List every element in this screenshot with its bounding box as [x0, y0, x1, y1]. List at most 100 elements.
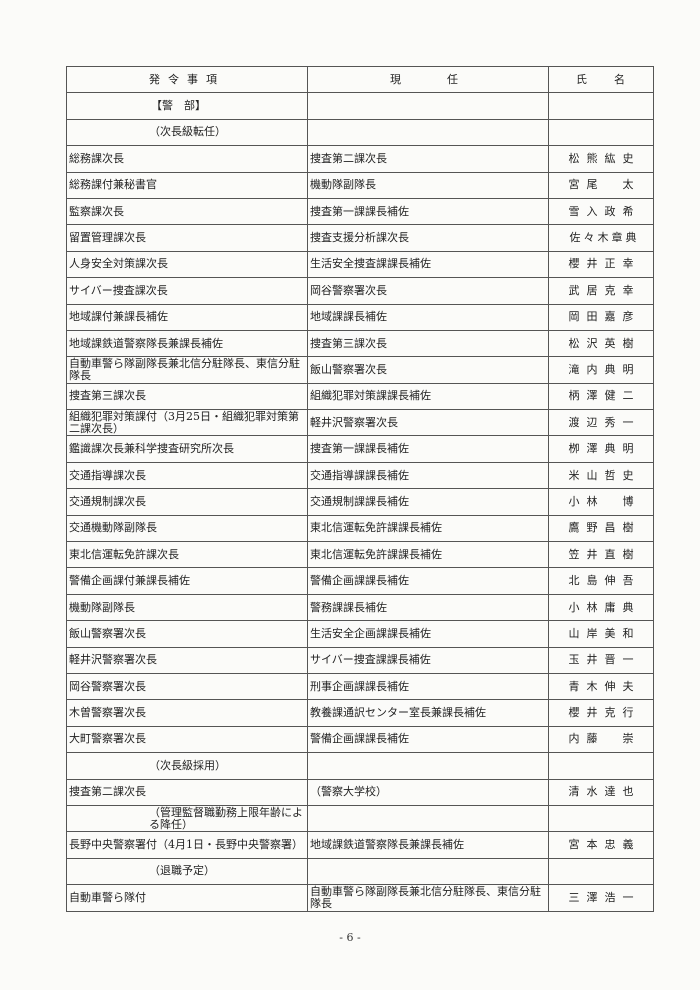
name-cell: 栁澤典明 [548, 435, 654, 463]
appointment-cell: 監察課次長 [66, 197, 308, 226]
name-cell: 佐々木章典 [548, 224, 654, 252]
table-row: 軽井沢警察署次長 サイバー捜査課課長補佐 玉井晋一 [66, 646, 654, 674]
current-post-cell: 東北信運転免許課課長補佐 [307, 541, 549, 569]
table-row: 機動隊副隊長 警務課課長補佐 小林庸典 [66, 593, 654, 622]
name-cell: 櫻井克行 [548, 699, 654, 727]
appointment-cell: 総務課次長 [66, 145, 308, 173]
name-cell: 渡辺秀一 [548, 409, 654, 437]
table-row: 岡谷警察署次長 刑事企画課課長補佐 青木伸夫 [66, 672, 654, 701]
table-row: 鑑識課次長兼科学捜査研究所次長 捜査第一課課長補佐 栁澤典明 [66, 435, 654, 463]
table-row: サイバー捜査課次長 岡谷警察署次長 武居克幸 [66, 277, 654, 305]
table-row: 東北信運転免許課次長 東北信運転免許課課長補佐 笠井直樹 [66, 541, 654, 569]
table-row: 大町警察署次長 警備企画課課長補佐 内藤 崇 [66, 725, 654, 754]
current-post-cell: 軽井沢警察署次長 [307, 409, 549, 437]
table-row: 地域課付兼課長補佐 地域課課長補佐 岡田嘉彦 [66, 303, 654, 331]
table-row: 捜査第二課次長 （警察大学校） 清水達也 [66, 778, 654, 806]
name-cell: 櫻井正幸 [548, 250, 654, 279]
table-row: 交通規制課次長 交通規制課課長補佐 小林 博 [66, 488, 654, 516]
current-post-cell: 生活安全企画課課長補佐 [307, 620, 549, 648]
page-number: - 6 - [339, 931, 361, 944]
appointment-cell: 長野中央警察署付（4月1日・長野中央警察署） [66, 831, 308, 859]
appointment-cell: 東北信運転免許課次長 [66, 541, 308, 569]
current-post-cell: 捜査支援分析課次長 [307, 224, 549, 252]
table-row: 監察課次長 捜査第一課課長補佐 雪入政希 [66, 197, 654, 226]
appointment-cell: 地域課鉄道警察隊長兼課長補佐 [66, 329, 308, 358]
current-post-cell: 交通指導課課長補佐 [307, 461, 549, 490]
name-cell: 笠井直樹 [548, 541, 654, 569]
current-post-cell: 東北信運転免許課課長補佐 [307, 514, 549, 543]
table-row: 木曽警察署次長 教養課通訳センター室長兼課長補佐 櫻井克行 [66, 699, 654, 727]
table-row: 組織犯罪対策課付（3月25日・組織犯罪対策第二課次長） 軽井沢警察署次長 渡辺秀一 [66, 409, 654, 437]
current-post-cell: 警務課課長補佐 [307, 593, 549, 622]
table-row: 留置管理課次長 捜査支援分析課次長 佐々木章典 [66, 224, 654, 252]
table-row: 総務課次長 捜査第二課次長 松熊紘史 [66, 145, 654, 173]
appointment-cell: 自動車警ら隊副隊長兼北信分駐隊長、東信分駐隊長 [66, 356, 308, 384]
current-post-cell: 刑事企画課課長補佐 [307, 672, 549, 701]
header-name: 氏 名 [548, 65, 654, 94]
table-row: 飯山警察署次長 生活安全企画課課長補佐 山岸美和 [66, 620, 654, 648]
current-post-cell: 教養課通訳センター室長兼課長補佐 [307, 699, 549, 727]
table-row: 捜査第三課次長 組織犯罪対策課課長補佐 柄澤健二 [66, 382, 654, 411]
appointment-cell: サイバー捜査課次長 [66, 277, 308, 305]
table-row: 交通指導課次長 交通指導課課長補佐 米山哲史 [66, 461, 654, 490]
section-heading-row: （次長級転任） [66, 118, 654, 147]
appointment-cell: 捜査第三課次長 [66, 382, 308, 411]
name-cell: 内藤 崇 [548, 725, 654, 754]
appointment-cell: 機動隊副隊長 [66, 593, 308, 622]
appointment-cell: 飯山警察署次長 [66, 620, 308, 648]
section-heading-row: （管理監督職勤務上限年齢による降任） [66, 804, 654, 833]
current-post-cell: 岡谷警察署次長 [307, 277, 549, 305]
name-cell: 米山哲史 [548, 461, 654, 490]
appointment-cell: 鑑識課次長兼科学捜査研究所次長 [66, 435, 308, 463]
name-cell: 松熊紘史 [548, 145, 654, 173]
current-post-cell: 機動隊副隊長 [307, 171, 549, 199]
appointment-cell: 岡谷警察署次長 [66, 672, 308, 701]
name-cell: 山岸美和 [548, 620, 654, 648]
appointment-cell: 警備企画課付兼課長補佐 [66, 567, 308, 595]
current-post-cell: 捜査第三課次長 [307, 329, 549, 358]
current-post-cell: サイバー捜査課課長補佐 [307, 646, 549, 674]
current-post-cell: 自動車警ら隊副隊長兼北信分駐隊長、東信分駐隊長 [307, 884, 549, 912]
current-post-cell: 捜査第二課次長 [307, 145, 549, 173]
name-cell: 滝内典明 [548, 356, 654, 384]
name-cell: 宮本忠義 [548, 831, 654, 859]
appointment-cell: 人身安全対策課次長 [66, 250, 308, 279]
name-cell: 三澤浩一 [548, 884, 654, 912]
current-post-cell: 地域課課長補佐 [307, 303, 549, 331]
name-cell: 柄澤健二 [548, 382, 654, 411]
name-cell: 雪入政希 [548, 197, 654, 226]
current-post-cell: 交通規制課課長補佐 [307, 488, 549, 516]
current-post-cell: 飯山警察署次長 [307, 356, 549, 384]
rank-heading: 【警 部】 [66, 92, 308, 120]
appointment-cell: 留置管理課次長 [66, 224, 308, 252]
appointment-cell: 木曽警察署次長 [66, 699, 308, 727]
current-post-cell: 捜査第一課課長補佐 [307, 435, 549, 463]
appointment-cell: 交通規制課次長 [66, 488, 308, 516]
personnel-table: 発令事項 現 任 氏 名 【警 部】 （次長級転任） 総務課次長 捜査第二課次長 松熊… [66, 65, 654, 912]
name-cell: 岡田嘉彦 [548, 303, 654, 331]
name-cell: 青木伸夫 [548, 672, 654, 701]
table-row: 警備企画課付兼課長補佐 警備企画課課長補佐 北島伸吾 [66, 567, 654, 595]
header-row: 発令事項 現 任 氏 名 [66, 65, 654, 94]
name-cell: 宮尾 太 [548, 171, 654, 199]
current-post-cell: （警察大学校） [307, 778, 549, 806]
header-current-post: 現 任 [307, 65, 549, 94]
name-cell: 北島伸吾 [548, 567, 654, 595]
table-row: 地域課鉄道警察隊長兼課長補佐 捜査第三課次長 松沢英樹 [66, 329, 654, 358]
table-row: 長野中央警察署付（4月1日・長野中央警察署） 地域課鉄道警察隊長兼課長補佐 宮本忠義 [66, 831, 654, 859]
appointment-cell: 地域課付兼課長補佐 [66, 303, 308, 331]
appointment-cell: 組織犯罪対策課付（3月25日・組織犯罪対策第二課次長） [66, 409, 308, 437]
table-row: 自動車警ら隊付 自動車警ら隊副隊長兼北信分駐隊長、東信分駐隊長 三澤浩一 [66, 884, 654, 912]
appointment-cell: 大町警察署次長 [66, 725, 308, 754]
section-heading-row: （退職予定） [66, 857, 654, 886]
current-post-cell: 捜査第一課課長補佐 [307, 197, 549, 226]
appointment-cell: 捜査第二課次長 [66, 778, 308, 806]
name-cell: 武居克幸 [548, 277, 654, 305]
name-cell: 小林 博 [548, 488, 654, 516]
table-row: 交通機動隊副隊長 東北信運転免許課課長補佐 鷹野昌樹 [66, 514, 654, 543]
appointment-cell: 軽井沢警察署次長 [66, 646, 308, 674]
current-post-cell: 組織犯罪対策課課長補佐 [307, 382, 549, 411]
appointment-cell: 総務課付兼秘書官 [66, 171, 308, 199]
rank-heading-row: 【警 部】 [66, 92, 654, 120]
current-post-cell: 生活安全捜査課課長補佐 [307, 250, 549, 279]
